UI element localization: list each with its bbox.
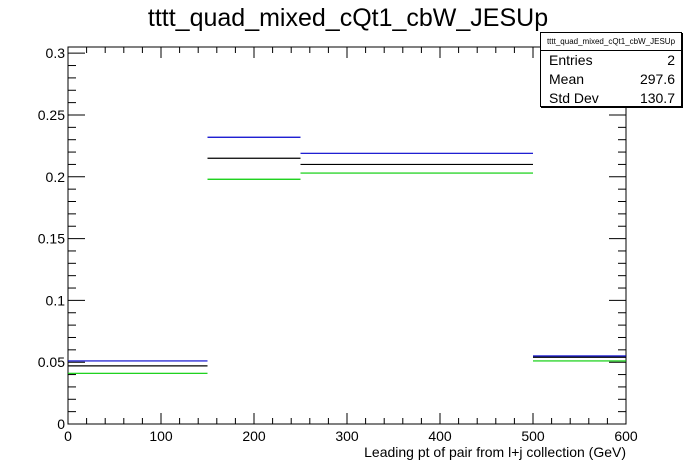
x-tick-label: 100 — [149, 428, 173, 444]
stats-label: Entries — [549, 52, 593, 68]
y-axis: 0 0.05 0.1 0.15 0.2 0.25 0.3 — [38, 45, 626, 432]
stats-label: Std Dev — [549, 90, 599, 106]
y-tick-label: 0 — [57, 416, 65, 432]
x-tick-label: 600 — [614, 428, 638, 444]
y-tick-label: 0.2 — [46, 169, 66, 185]
x-tick-label: 400 — [428, 428, 452, 444]
x-tick-label: 200 — [242, 428, 266, 444]
x-tick-label: 300 — [335, 428, 359, 444]
chart-title: tttt_quad_mixed_cQt1_cbW_JESUp — [147, 4, 549, 32]
y-tick-label: 0.25 — [38, 107, 65, 123]
histogram-series-2 — [68, 172, 626, 374]
x-tick-label: 0 — [64, 428, 72, 444]
x-tick-label: 500 — [521, 428, 545, 444]
stats-row-entries: Entries 2 — [541, 51, 681, 70]
x-axis-label: Leading pt of pair from l+j collection (… — [364, 444, 626, 460]
histogram-series-0 — [68, 136, 626, 362]
y-tick-label: 0.15 — [38, 231, 65, 247]
histogram-series-1 — [68, 157, 626, 367]
stats-value: 297.6 — [639, 71, 675, 87]
stats-row-mean: Mean 297.6 — [541, 70, 681, 89]
y-tick-label: 0.05 — [38, 354, 65, 370]
stats-box: tttt_quad_mixed_cQt1_cbW_JESUp Entries 2… — [540, 32, 682, 107]
stats-value: 2 — [667, 52, 675, 68]
stats-label: Mean — [549, 71, 585, 87]
y-tick-label: 0.1 — [46, 292, 66, 308]
y-tick-label: 0.3 — [46, 45, 66, 61]
series-layer — [68, 136, 626, 374]
stats-box-title: tttt_quad_mixed_cQt1_cbW_JESUp — [541, 33, 681, 51]
stats-row-stddev: Std Dev 130.7 — [541, 89, 681, 108]
stats-value: 130.7 — [639, 90, 675, 106]
